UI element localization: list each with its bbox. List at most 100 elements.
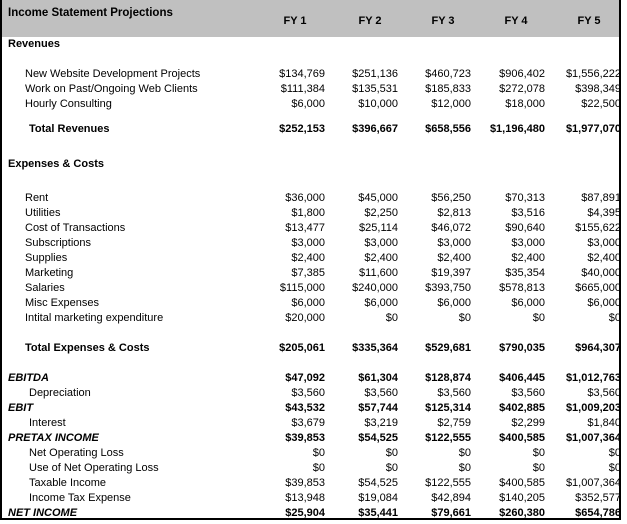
cell-fy1: $36,000 bbox=[285, 192, 325, 204]
row-label: Marketing bbox=[25, 267, 74, 279]
cell-fy2: $35,441 bbox=[358, 507, 398, 519]
row-label: Depreciation bbox=[29, 387, 91, 399]
cell-fy4: $0 bbox=[532, 447, 545, 459]
cell-fy4: $402,885 bbox=[499, 402, 545, 414]
table-row: Income Tax Expense $13,948 $19,084 $42,894 $… bbox=[2, 491, 621, 506]
row-label: Misc Expenses bbox=[25, 297, 99, 309]
row-label: New Website Development Projects bbox=[25, 68, 201, 80]
cell-fy2: $6,000 bbox=[364, 297, 398, 309]
row-label: Cost of Transactions bbox=[25, 222, 126, 234]
cell-fy2: $54,525 bbox=[358, 477, 398, 489]
cell-fy2: $11,600 bbox=[359, 267, 398, 279]
cell-fy4: $18,000 bbox=[505, 98, 545, 110]
cell-fy2: $25,114 bbox=[359, 222, 398, 234]
cell-fy2: $2,400 bbox=[364, 252, 398, 264]
row-label: Expenses & Costs bbox=[8, 158, 104, 170]
cell-fy2: $54,525 bbox=[358, 432, 398, 444]
row-label: Use of Net Operating Loss bbox=[29, 462, 159, 474]
cell-fy3: $3,000 bbox=[437, 237, 471, 249]
cell-fy3: $2,759 bbox=[437, 417, 471, 429]
cell-fy2: $0 bbox=[385, 312, 398, 324]
cell-fy4: $406,445 bbox=[499, 372, 545, 384]
cell-fy5: $22,500 bbox=[581, 98, 621, 110]
table-row: Misc Expenses $6,000 $6,000 $6,000 $6,000 $6,… bbox=[2, 296, 621, 311]
cell-fy4: $3,560 bbox=[511, 387, 545, 399]
cell-fy1: $13,477 bbox=[285, 222, 325, 234]
cell-fy5: $3,000 bbox=[587, 237, 621, 249]
table-row: EBIT $43,532 $57,744 $125,314 $402,885 $1,009… bbox=[2, 401, 621, 416]
cell-fy2: $10,000 bbox=[358, 98, 398, 110]
row-label: Net Operating Loss bbox=[29, 447, 124, 459]
cell-fy5: $0 bbox=[608, 312, 621, 324]
cell-fy3: $529,681 bbox=[425, 342, 471, 354]
cell-fy5: $1,009,203 bbox=[565, 402, 621, 414]
cell-fy1: $47,092 bbox=[285, 372, 325, 384]
table-row: New Website Development Projects $134,769… bbox=[2, 67, 621, 82]
cell-fy1: $39,853 bbox=[285, 432, 325, 444]
cell-fy3: $393,750 bbox=[425, 282, 471, 294]
table-row: Hourly Consulting $6,000 $10,000 $12,000 $18… bbox=[2, 97, 621, 112]
row-label: Revenues bbox=[8, 38, 60, 50]
cell-fy1: $134,769 bbox=[279, 68, 325, 80]
cell-fy2: $135,531 bbox=[352, 83, 398, 95]
cell-fy3: $2,813 bbox=[437, 207, 471, 219]
cell-fy3: $19,397 bbox=[431, 267, 471, 279]
cell-fy4: $400,585 bbox=[499, 432, 545, 444]
row-label: Subscriptions bbox=[25, 237, 92, 249]
cell-fy1: $7,385 bbox=[291, 267, 325, 279]
row-label: Salaries bbox=[25, 282, 65, 294]
cell-fy5: $665,000 bbox=[575, 282, 621, 294]
cell-fy3: $0 bbox=[458, 462, 471, 474]
cell-fy1: $115,000 bbox=[279, 282, 325, 294]
cell-fy3: $0 bbox=[458, 447, 471, 459]
table-row: Intital marketing expenditure $20,000 $0 $0… bbox=[2, 311, 621, 326]
cell-fy3: $12,000 bbox=[431, 98, 471, 110]
cell-fy3: $2,400 bbox=[437, 252, 471, 264]
cell-fy3: $3,560 bbox=[437, 387, 471, 399]
cell-fy3: $56,250 bbox=[431, 192, 471, 204]
cell-fy5: $155,622 bbox=[575, 222, 621, 234]
cell-fy1: $205,061 bbox=[279, 342, 325, 354]
table-row: Total Expenses & Costs $205,061 $335,364 $5… bbox=[2, 341, 621, 356]
cell-fy4: $272,078 bbox=[499, 83, 545, 95]
cell-fy4: $260,380 bbox=[499, 507, 545, 519]
cell-fy1: $6,000 bbox=[291, 297, 325, 309]
cell-fy5: $0 bbox=[608, 462, 621, 474]
cell-fy5: $3,560 bbox=[587, 387, 621, 399]
cell-fy3: $6,000 bbox=[437, 297, 471, 309]
cell-fy5: $1,012,763 bbox=[565, 372, 621, 384]
row-label: Hourly Consulting bbox=[25, 98, 112, 110]
row-label: Total Revenues bbox=[29, 123, 110, 135]
cell-fy5: $1,007,364 bbox=[565, 477, 621, 489]
cell-fy1: $39,853 bbox=[285, 477, 325, 489]
table-row: Use of Net Operating Loss $0 $0 $0 $0 $0 bbox=[2, 461, 621, 476]
cell-fy4: $90,640 bbox=[505, 222, 545, 234]
cell-fy3: $185,833 bbox=[425, 83, 471, 95]
cell-fy4: $70,313 bbox=[505, 192, 545, 204]
table-row: Total Revenues $252,153 $396,667 $658,556 $1… bbox=[2, 122, 621, 137]
row-label: Income Tax Expense bbox=[29, 492, 131, 504]
cell-fy2: $19,084 bbox=[358, 492, 398, 504]
row-label: EBIT bbox=[8, 402, 34, 414]
row-label: PRETAX INCOME bbox=[8, 432, 99, 444]
cell-fy5: $1,977,070 bbox=[565, 123, 621, 135]
row-label: Taxable Income bbox=[29, 477, 107, 489]
cell-fy1: $3,560 bbox=[291, 387, 325, 399]
cell-fy2: $396,667 bbox=[352, 123, 398, 135]
cell-fy3: $122,555 bbox=[425, 477, 471, 489]
cell-fy3: $122,555 bbox=[425, 432, 471, 444]
cell-fy2: $3,560 bbox=[364, 387, 398, 399]
cell-fy1: $3,000 bbox=[291, 237, 325, 249]
cell-fy2: $3,000 bbox=[364, 237, 398, 249]
cell-fy3: $125,314 bbox=[425, 402, 471, 414]
column-header-fy2: FY 2 bbox=[358, 15, 382, 27]
cell-fy3: $42,894 bbox=[431, 492, 471, 504]
cell-fy2: $335,364 bbox=[352, 342, 398, 354]
cell-fy4: $6,000 bbox=[511, 297, 545, 309]
cell-fy4: $140,205 bbox=[499, 492, 545, 504]
table-row: EBITDA $47,092 $61,304 $128,874 $406,445 $1,0… bbox=[2, 371, 621, 386]
cell-fy3: $128,874 bbox=[425, 372, 471, 384]
cell-fy1: $252,153 bbox=[279, 123, 325, 135]
table-row: Marketing $7,385 $11,600 $19,397 $35,354 $40,… bbox=[2, 266, 621, 281]
cell-fy5: $40,000 bbox=[581, 267, 621, 279]
